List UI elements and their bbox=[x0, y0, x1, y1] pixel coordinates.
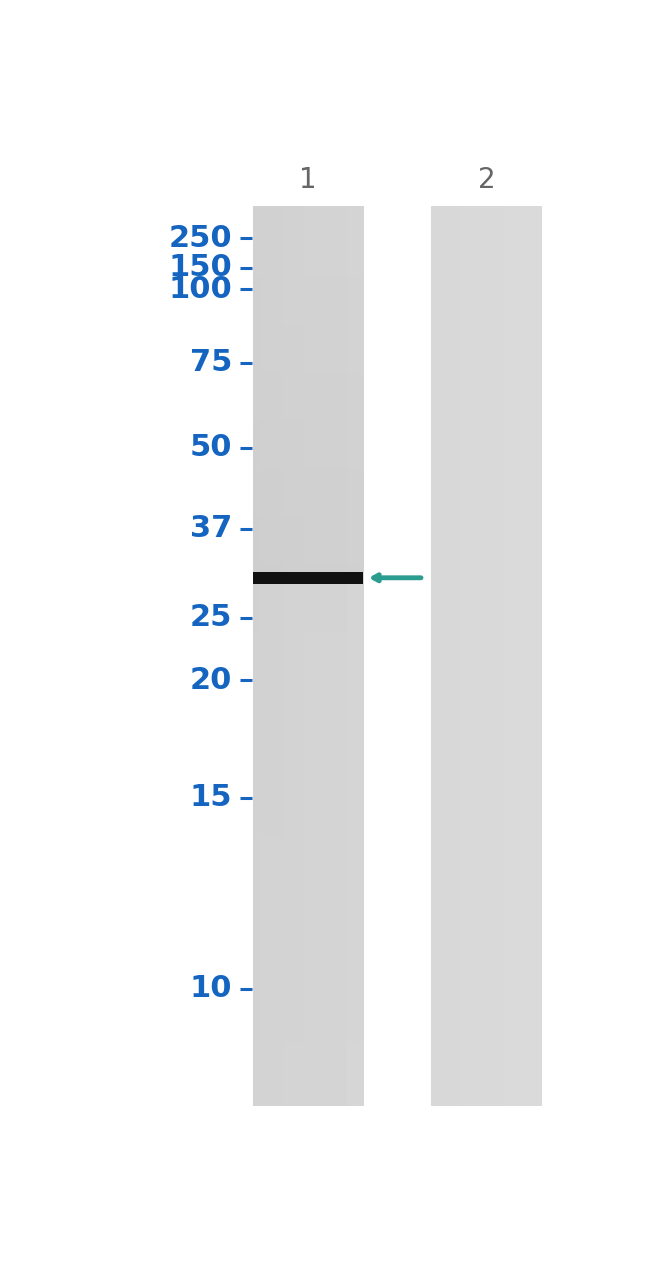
Text: 2: 2 bbox=[478, 166, 495, 194]
Text: 37: 37 bbox=[190, 514, 233, 544]
Text: 75: 75 bbox=[190, 348, 233, 377]
Text: 50: 50 bbox=[190, 433, 233, 462]
Text: 1: 1 bbox=[299, 166, 317, 194]
Text: 100: 100 bbox=[168, 274, 233, 304]
Text: 15: 15 bbox=[190, 784, 233, 813]
Text: 25: 25 bbox=[190, 603, 233, 632]
Bar bbox=[252, 572, 363, 584]
Text: 250: 250 bbox=[169, 224, 233, 253]
Text: 10: 10 bbox=[190, 974, 233, 1003]
Text: 150: 150 bbox=[168, 253, 233, 282]
Text: 20: 20 bbox=[190, 665, 233, 695]
